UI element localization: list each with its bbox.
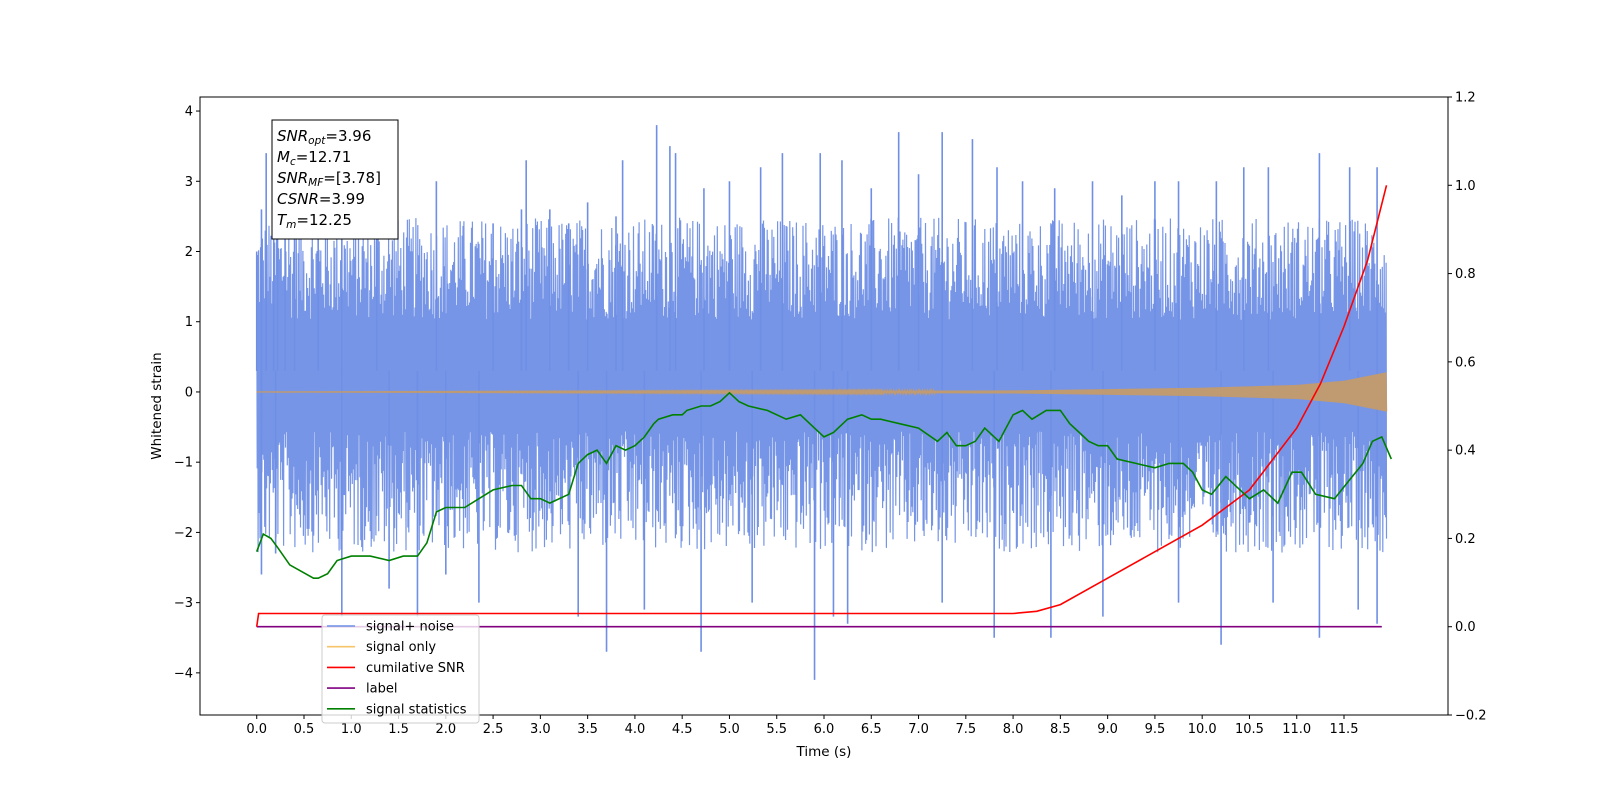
annotation-subscript: MF <box>308 177 324 189</box>
x-tick-label: 7.5 <box>955 722 976 737</box>
y-axis-label: Whitened strain <box>149 352 165 459</box>
axes-ticks: 0.0 0.5 1.0 1.5 2.0 2.5 3.0 3.5 4.0 4.5 5.0 5.5 6.0 6… <box>174 91 1487 738</box>
annotation-subscript: opt <box>308 135 326 147</box>
y-tick-label: 3 <box>185 175 193 190</box>
y2-tick-label: 0.0 <box>1455 620 1476 635</box>
y2-tick-label: −0.2 <box>1455 709 1487 724</box>
x-tick-label: 1.5 <box>388 722 409 737</box>
annotation-symbol: SNR <box>277 127 308 145</box>
legend-label: signal only <box>366 640 436 655</box>
y2-tick-label: 0.8 <box>1455 267 1476 282</box>
x-tick-label: 8.0 <box>1003 722 1024 737</box>
legend-frame <box>321 614 480 724</box>
annotation-value: =12.25 <box>296 211 352 229</box>
x-tick-label: 11.5 <box>1330 722 1359 737</box>
y2-tick-label: 1.2 <box>1455 91 1476 106</box>
legend-label: signal+ noise <box>366 620 454 635</box>
y-tick-label: 2 <box>185 245 193 260</box>
x-tick-label: 0.0 <box>246 722 267 737</box>
x-tick-label: 4.5 <box>672 722 693 737</box>
x-tick-label: 4.0 <box>625 722 646 737</box>
annotation-frame <box>271 119 399 240</box>
signal-noise-trace <box>256 217 1388 553</box>
annotation-symbol: SNR <box>277 169 308 187</box>
y-tick-label: 0 <box>185 385 193 400</box>
y-tick-label: −4 <box>174 666 193 681</box>
y-tick-label: −3 <box>174 596 193 611</box>
annotation-symbol: CSNR <box>277 190 319 208</box>
legend-label: signal statistics <box>366 702 467 717</box>
annotation-line: Tm=12.25 <box>277 211 352 231</box>
y2-tick-label: 1.0 <box>1455 179 1476 194</box>
signal-statistics-line <box>255 391 1393 579</box>
signal-only-trace <box>256 372 1388 412</box>
annotation-value: =12.71 <box>296 148 352 166</box>
annotation-value: =[3.78] <box>323 169 381 187</box>
signal-noise-series <box>255 125 1388 680</box>
y2-tick-label: 0.4 <box>1455 444 1476 459</box>
y2-tick-label: 0.2 <box>1455 532 1476 547</box>
metrics-annotation-box: SNRopt=3.96Mc=12.71SNRMF=[3.78]CSNR=3.99… <box>271 119 399 240</box>
x-tick-label: 0.5 <box>294 722 315 737</box>
x-tick-label: 6.5 <box>861 722 882 737</box>
y-tick-label: −1 <box>174 456 193 471</box>
annotation-line: Mc=12.71 <box>277 148 351 168</box>
x-tick-label: 11.0 <box>1282 722 1311 737</box>
x-tick-label: 9.5 <box>1145 722 1166 737</box>
legend: signal+ noise signal only cumilative SNR la… <box>321 614 480 724</box>
x-tick-label: 2.0 <box>435 722 456 737</box>
annotation-value: =3.99 <box>319 190 365 208</box>
cumulative-snr-line <box>255 185 1388 627</box>
x-tick-label: 9.0 <box>1097 722 1118 737</box>
x-tick-label: 3.0 <box>530 722 551 737</box>
x-tick-label: 6.0 <box>814 722 835 737</box>
annotation-line: CSNR=3.99 <box>277 190 365 208</box>
x-tick-label: 5.5 <box>766 722 787 737</box>
y-tick-label: −2 <box>174 526 193 541</box>
legend-label: cumilative SNR <box>366 661 465 676</box>
y-tick-label: 1 <box>185 315 193 330</box>
annotation-symbol: T <box>277 211 288 229</box>
x-tick-label: 3.5 <box>577 722 598 737</box>
annotation-line: SNRopt=3.96 <box>277 127 371 147</box>
x-tick-label: 5.0 <box>719 722 740 737</box>
signal-only-series <box>256 372 1388 412</box>
x-tick-label: 1.0 <box>341 722 362 737</box>
x-tick-label: 2.5 <box>483 722 504 737</box>
annotation-value: =3.96 <box>325 127 371 145</box>
y2-tick-label: 0.6 <box>1455 355 1476 370</box>
annotation-subscript: c <box>290 156 296 168</box>
legend-label: label <box>366 682 397 697</box>
x-tick-label: 8.5 <box>1050 722 1071 737</box>
annotation-subscript: m <box>286 219 296 231</box>
x-tick-label: 10.0 <box>1188 722 1217 737</box>
y-tick-label: 4 <box>185 105 193 120</box>
x-axis-label: Time (s) <box>796 744 852 760</box>
annotation-line: SNRMF=[3.78] <box>277 169 381 189</box>
annotation-symbol: M <box>277 148 290 166</box>
x-tick-label: 10.5 <box>1235 722 1264 737</box>
x-tick-label: 7.0 <box>908 722 929 737</box>
